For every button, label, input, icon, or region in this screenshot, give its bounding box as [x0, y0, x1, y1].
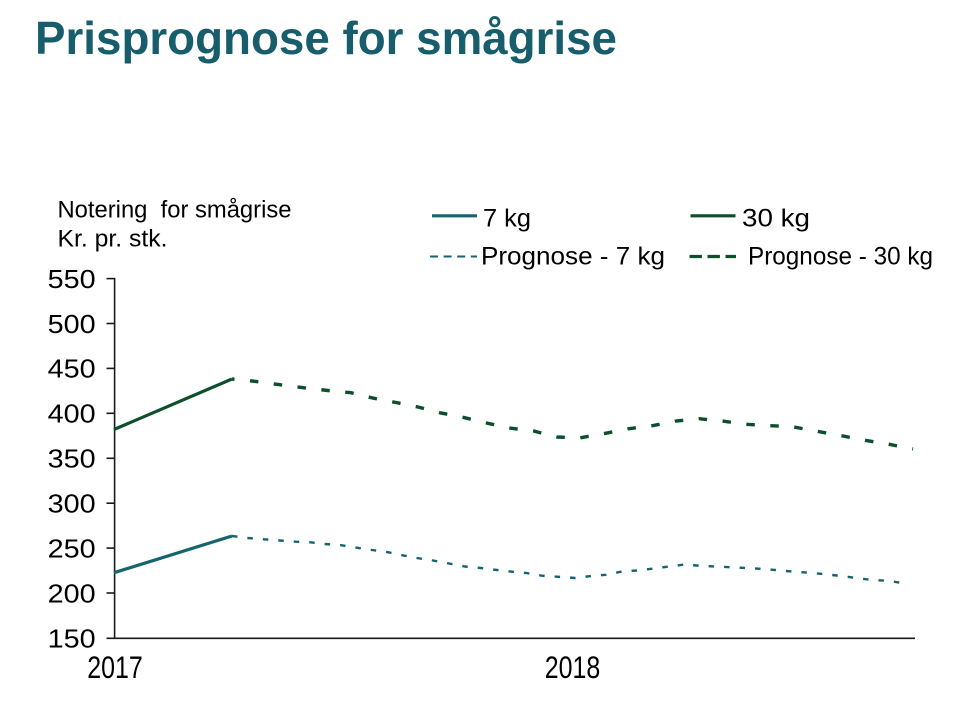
svg-text:150: 150 — [48, 623, 96, 653]
svg-text:30 kg: 30 kg — [742, 205, 810, 233]
svg-text:300: 300 — [48, 489, 96, 519]
svg-text:450: 450 — [48, 354, 96, 384]
svg-text:2018: 2018 — [545, 649, 601, 685]
svg-text:Prognose - 30 kg: Prognose - 30 kg — [748, 243, 933, 271]
svg-text:Kr. pr. stk.: Kr. pr. stk. — [58, 225, 168, 252]
svg-text:250: 250 — [48, 533, 96, 563]
svg-text:2017: 2017 — [87, 649, 143, 685]
svg-text:7 kg: 7 kg — [483, 205, 531, 233]
svg-text:550: 550 — [48, 264, 96, 294]
svg-text:Notering for smågrise: Notering for smågrise — [58, 197, 292, 224]
svg-text:400: 400 — [48, 399, 96, 429]
svg-text:500: 500 — [48, 309, 96, 339]
svg-text:Prognose - 7 kg: Prognose - 7 kg — [481, 243, 665, 271]
svg-text:200: 200 — [48, 578, 96, 608]
svg-text:Prisprognose for smågrise: Prisprognose for smågrise — [35, 12, 617, 64]
svg-text:350: 350 — [48, 444, 96, 474]
